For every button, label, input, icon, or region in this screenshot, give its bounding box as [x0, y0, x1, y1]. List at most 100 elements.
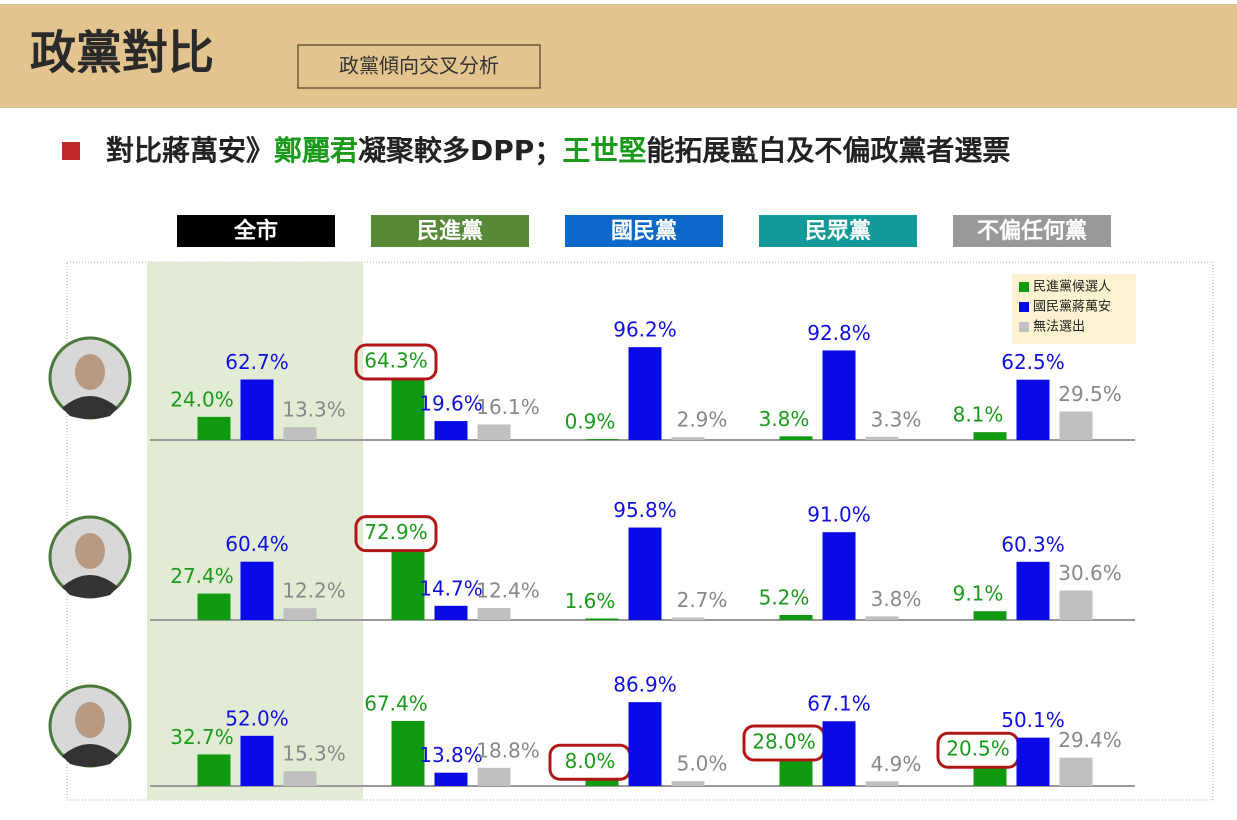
legend-swatch [1019, 302, 1029, 312]
legend-swatch [1019, 322, 1029, 332]
bar [973, 611, 1007, 620]
group-header [953, 215, 1111, 247]
bar [865, 781, 899, 786]
bar [434, 605, 468, 620]
value-label: 9.1% [953, 582, 1004, 606]
tag-box [297, 44, 541, 89]
legend-box [1012, 274, 1136, 344]
value-label: 30.6% [1058, 561, 1122, 585]
subtitle-part: 能拓展藍白及不偏政黨者選票 [646, 134, 1010, 167]
group-header-label: 不偏任何黨 [977, 218, 1087, 244]
bar [197, 593, 231, 620]
bar [1016, 737, 1050, 786]
subtitle-part: 凝聚較多DPP； [358, 134, 562, 167]
value-label: 92.8% [807, 321, 871, 345]
subtitle-part: 鄭麗君 [274, 134, 358, 167]
value-label: 16.1% [476, 395, 540, 419]
bar [628, 347, 662, 440]
value-label: 29.4% [1058, 728, 1122, 752]
bar [779, 614, 813, 620]
bar [585, 778, 619, 786]
photo-body [62, 396, 118, 419]
group-header [177, 215, 335, 247]
value-label: 95.8% [613, 498, 677, 522]
group-header-label: 國民黨 [611, 219, 677, 244]
value-label: 20.5% [946, 737, 1010, 761]
legend-label: 國民黨蔣萬安 [1033, 300, 1111, 315]
value-label: 72.9% [364, 520, 428, 544]
legend-label: 無法選出 [1033, 320, 1085, 335]
value-label: 13.8% [419, 743, 483, 767]
value-label: 50.1% [1001, 708, 1065, 732]
subtitle: 對比蔣萬安》鄭麗君凝聚較多DPP；王世堅能拓展藍白及不偏政黨者選票 [106, 134, 1010, 167]
bar [585, 618, 619, 620]
page-title: 政黨對比 [30, 26, 214, 80]
value-label: 12.2% [282, 579, 346, 603]
group-header-label: 民進黨 [417, 219, 483, 244]
bar [865, 436, 899, 440]
value-label: 4.9% [871, 752, 922, 776]
group-header [371, 215, 529, 247]
value-label: 52.0% [225, 706, 289, 730]
value-label: 62.5% [1001, 350, 1065, 374]
bar [391, 549, 425, 620]
value-label: 13.3% [282, 398, 346, 422]
value-label: 1.6% [565, 589, 616, 613]
bar [391, 720, 425, 786]
bar [779, 436, 813, 440]
value-label: 96.2% [613, 318, 677, 342]
photo-body [62, 744, 118, 767]
value-label: 2.9% [677, 408, 728, 432]
group-header [759, 215, 917, 247]
bar [865, 616, 899, 620]
group-header [565, 215, 723, 247]
bar [283, 771, 317, 786]
bar [822, 350, 856, 440]
value-label: 27.4% [170, 564, 234, 588]
group-header-label: 全市 [233, 218, 278, 244]
bar [973, 432, 1007, 440]
tag-text: 政黨傾向交叉分析 [339, 54, 499, 78]
subtitle-part: 對比蔣萬安》 [106, 134, 274, 167]
photo-head [75, 354, 105, 390]
bar [585, 439, 619, 440]
value-label: 24.0% [170, 387, 234, 411]
value-label: 2.7% [677, 588, 728, 612]
bullet [62, 142, 80, 160]
value-label: 5.0% [677, 752, 728, 776]
value-label: 8.1% [953, 403, 1004, 427]
highlight-column [147, 262, 363, 800]
bar [671, 437, 705, 440]
bar [1016, 379, 1050, 440]
value-label: 5.2% [759, 585, 810, 609]
bar [477, 424, 511, 440]
bar [1059, 411, 1093, 440]
bar [240, 735, 274, 786]
value-label: 62.7% [225, 350, 289, 374]
value-label: 32.7% [170, 725, 234, 749]
bar [671, 617, 705, 620]
highlight-ring [354, 515, 438, 553]
value-label: 67.4% [364, 691, 428, 715]
bar [434, 772, 468, 786]
value-label: 67.1% [807, 692, 871, 716]
bar [434, 421, 468, 440]
value-label: 18.8% [476, 738, 540, 762]
bar [197, 754, 231, 786]
value-label: 8.0% [565, 749, 616, 773]
value-label: 3.8% [871, 587, 922, 611]
bar [671, 781, 705, 786]
bar [391, 377, 425, 440]
bar [283, 608, 317, 620]
value-label: 64.3% [364, 348, 428, 372]
subtitle-part: 王世堅 [562, 134, 646, 167]
value-label: 12.4% [476, 579, 540, 603]
group-header-label: 民眾黨 [805, 219, 871, 244]
photo-head [75, 702, 105, 738]
value-label: 15.3% [282, 742, 346, 766]
value-label: 19.6% [419, 392, 483, 416]
bar [477, 608, 511, 620]
value-label: 3.3% [871, 407, 922, 431]
photo-head [75, 533, 105, 569]
